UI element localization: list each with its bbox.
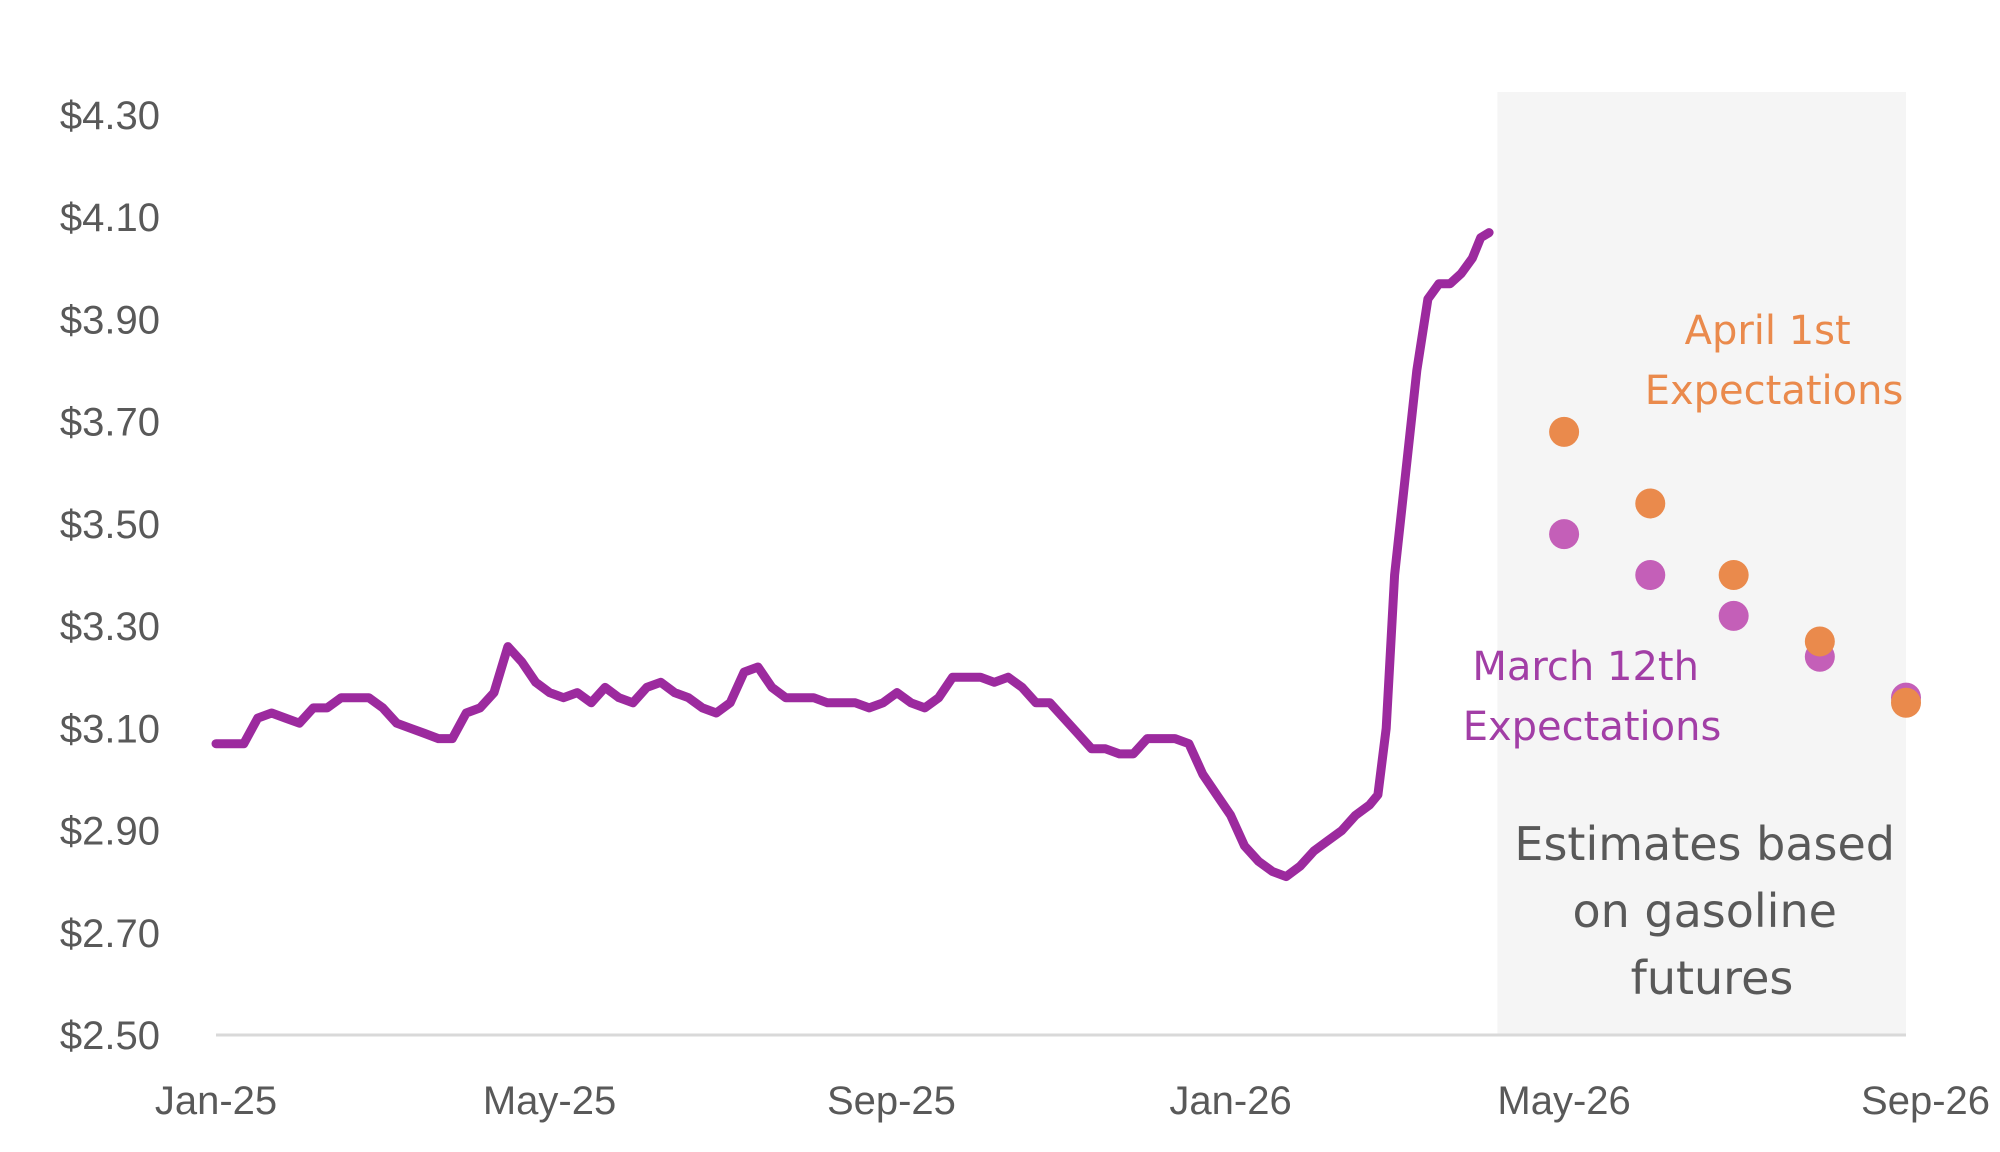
april-expectation-point [1718, 560, 1749, 590]
april-expectation-point [1891, 687, 1921, 718]
y-tick-label: $4.10 [60, 196, 160, 240]
estimates-annotation: Estimates based on gasoline futures [1514, 817, 1909, 1005]
y-tick-label: $4.30 [60, 94, 160, 138]
estimates-annotation-line2: on gasoline [1572, 884, 1836, 938]
y-tick-label: $3.30 [60, 605, 160, 649]
april-expectation-points [1549, 416, 1921, 718]
retail-price-line [211, 228, 1494, 882]
march-expectation-point [1635, 560, 1666, 590]
april-annotation: April 1st Expectations [1645, 308, 1904, 414]
x-tick-label: Sep-25 [827, 1079, 956, 1123]
april-annotation-line2: Expectations [1645, 368, 1904, 414]
y-axis-ticks: $4.30 $4.10 $3.90 $3.70 $3.50 $3.30 $3.10 $2.90… [60, 94, 160, 1058]
x-tick-label: Jan-25 [155, 1079, 277, 1123]
x-tick-label: May-25 [483, 1079, 616, 1123]
march-annotation-line1: March 12th [1472, 644, 1699, 690]
y-tick-label: $2.70 [60, 912, 160, 956]
march-annotation: March 12th Expectations [1463, 644, 1722, 750]
y-tick-label: $3.70 [60, 401, 160, 445]
march-expectation-point [1718, 600, 1749, 631]
march-annotation-line2: Expectations [1463, 704, 1722, 750]
x-tick-label: Sep-26 [1861, 1079, 1990, 1123]
y-tick-label: $3.10 [60, 707, 160, 751]
april-expectation-point [1549, 416, 1580, 447]
y-tick-label: $3.90 [60, 298, 160, 342]
estimates-annotation-line3: futures [1631, 951, 1794, 1005]
april-expectation-point [1804, 626, 1835, 657]
x-axis-ticks: Jan-25 May-25 Sep-25 Jan-26 May-26 Sep-26 [155, 1079, 1990, 1123]
march-expectation-point [1549, 519, 1580, 550]
april-expectation-point [1635, 488, 1666, 519]
x-tick-label: May-26 [1497, 1079, 1630, 1123]
y-tick-label: $2.90 [60, 810, 160, 854]
april-annotation-line1: April 1st [1685, 308, 1851, 354]
y-tick-label: $2.50 [60, 1014, 160, 1058]
y-tick-label: $3.50 [60, 503, 160, 547]
estimates-annotation-line1: Estimates based [1514, 817, 1895, 871]
x-tick-label: Jan-26 [1169, 1079, 1291, 1123]
forecast-shaded-region [1497, 92, 1906, 1035]
